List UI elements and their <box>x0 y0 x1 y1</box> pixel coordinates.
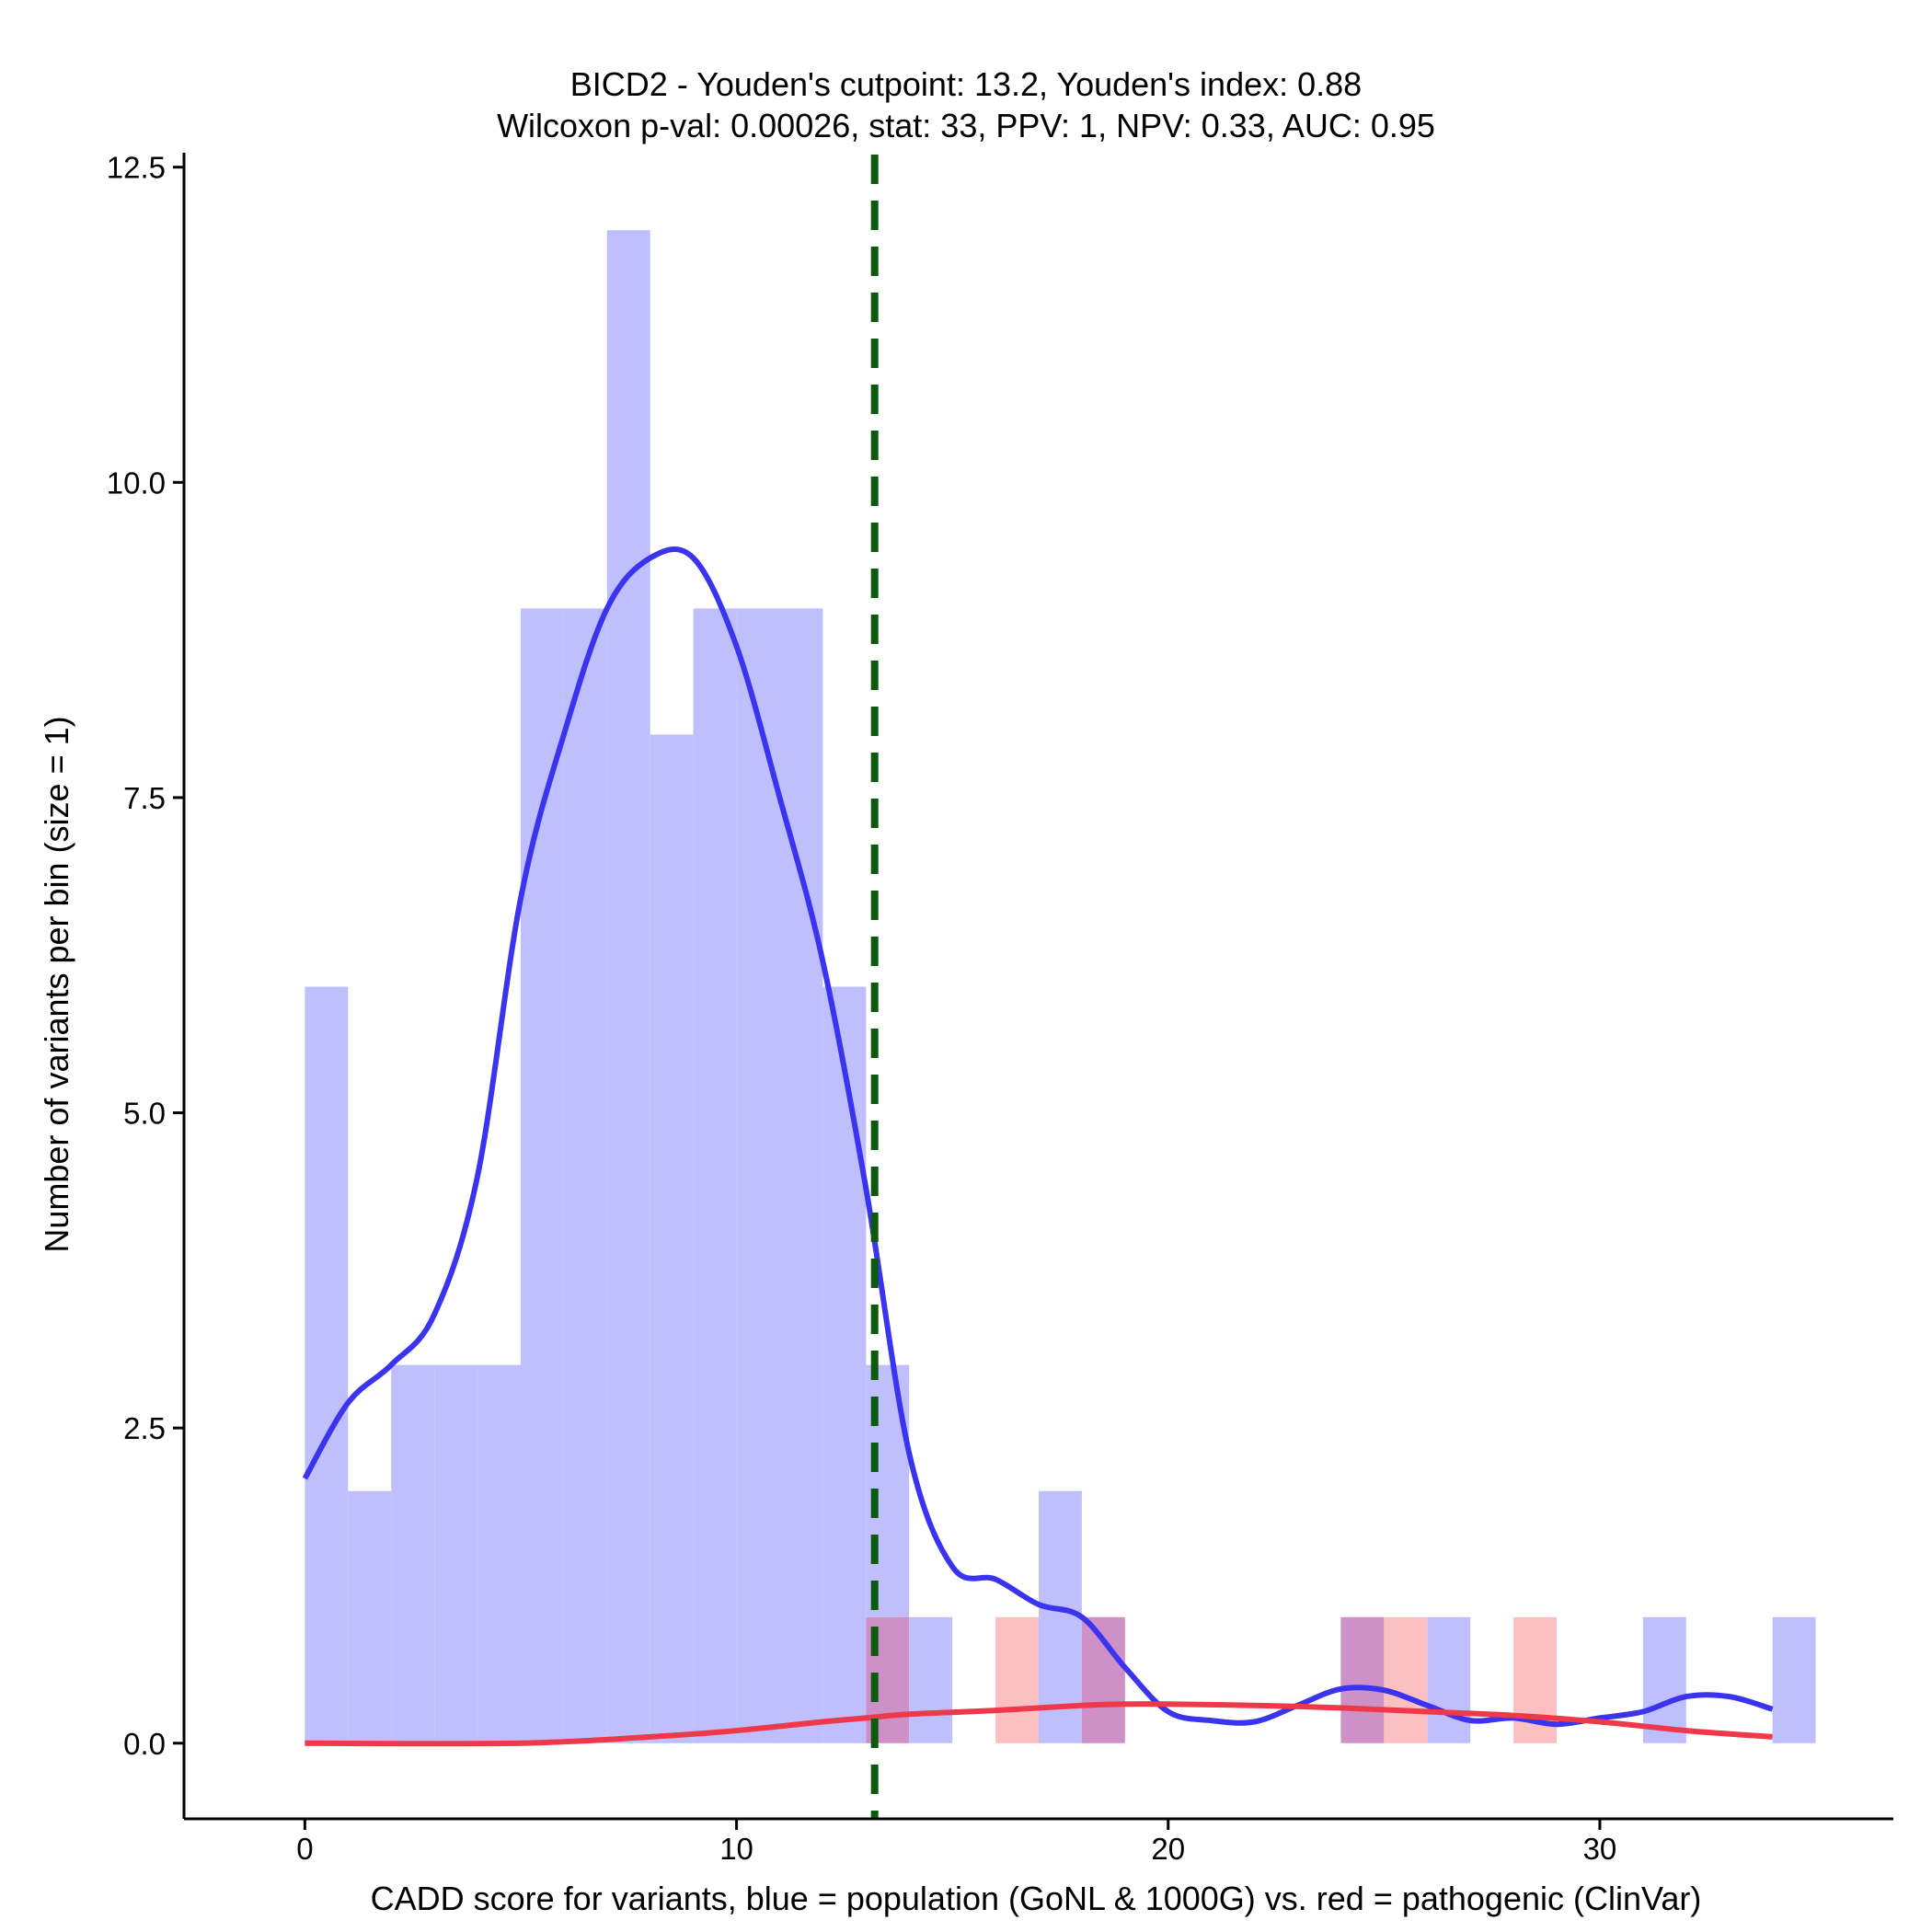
x-tick-label: 0 <box>296 1832 313 1866</box>
x-tick-label: 10 <box>719 1832 753 1866</box>
histogram-bars <box>305 230 1816 1743</box>
population-bar <box>650 734 694 1743</box>
population-bar <box>348 1490 392 1743</box>
population-bar <box>1642 1616 1686 1743</box>
population-bar <box>693 608 737 1743</box>
chart-title: BICD2 - Youden's cutpoint: 13.2, Youden'… <box>570 65 1362 103</box>
population-bar <box>434 1364 478 1743</box>
y-tick-label: 10.0 <box>107 466 166 500</box>
population-bar <box>606 230 650 1743</box>
y-axis-label: Number of variants per bin (size = 1) <box>38 716 75 1252</box>
population-bar <box>822 986 867 1743</box>
text-labels: BICD2 - Youden's cutpoint: 13.2, Youden'… <box>38 65 1701 1917</box>
axes <box>173 153 1893 1830</box>
population-density-line <box>302 546 1774 1728</box>
population-bar <box>563 608 607 1743</box>
population-bar <box>520 608 564 1743</box>
population-bar <box>736 608 780 1743</box>
chart-subtitle: Wilcoxon p-val: 0.00026, stat: 33, PPV: … <box>497 107 1435 144</box>
y-tick-label: 7.5 <box>123 781 166 815</box>
y-tick-label: 12.5 <box>107 151 166 185</box>
pathogenic-density-line <box>305 1701 1773 1747</box>
overlap-bar <box>1340 1616 1385 1743</box>
population-bar <box>477 1364 521 1743</box>
pathogenic-bar <box>995 1616 1039 1743</box>
population-bar <box>779 608 823 1743</box>
population-bar <box>391 1364 435 1743</box>
x-axis-label: CADD score for variants, blue = populati… <box>371 1880 1702 1917</box>
population-bar <box>1039 1490 1082 1743</box>
density-curves <box>302 546 1774 1747</box>
population-bar <box>909 1616 953 1743</box>
population-bar <box>1427 1616 1471 1743</box>
y-tick-label: 0.0 <box>123 1727 166 1761</box>
y-tick-label: 2.5 <box>123 1411 166 1445</box>
y-tick-label: 5.0 <box>123 1097 166 1131</box>
x-tick-label: 20 <box>1151 1832 1185 1866</box>
pathogenic-bar <box>1384 1616 1428 1743</box>
x-tick-label: 30 <box>1583 1832 1617 1866</box>
population-bar <box>305 986 349 1743</box>
population-bar <box>1772 1616 1816 1743</box>
